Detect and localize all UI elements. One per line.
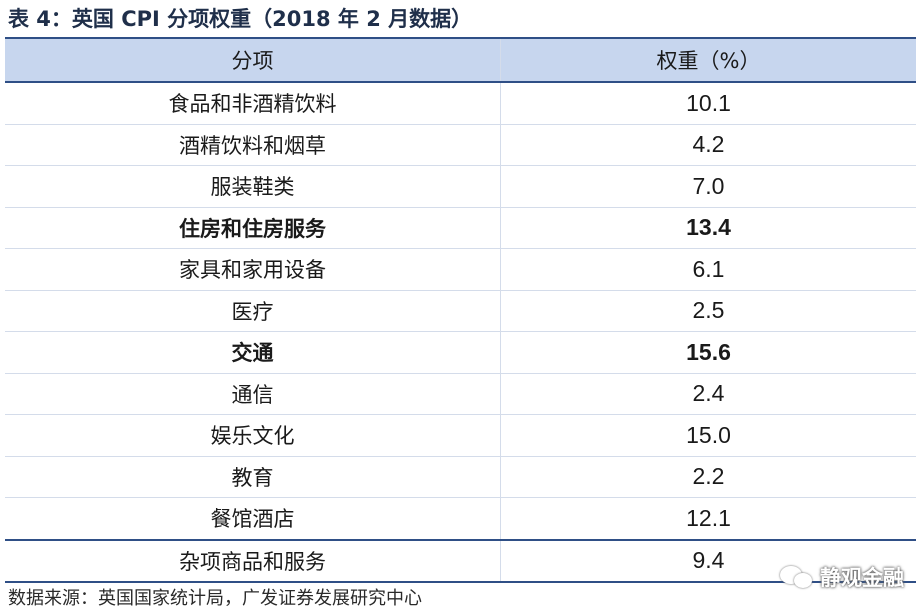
row-weight: 9.4	[500, 538, 916, 583]
wechat-icon	[780, 564, 814, 590]
table-row: 教育 2.2	[5, 456, 916, 498]
row-weight: 15.6	[500, 331, 916, 374]
cpi-weight-table: 分项 权重（%） 食品和非酒精饮料 10.1 酒精饮料和烟草 4.2 服装鞋类 …	[5, 37, 916, 583]
row-category: 医疗	[5, 290, 501, 332]
row-category: 杂项商品和服务	[5, 538, 501, 583]
row-weight: 10.1	[500, 82, 916, 125]
row-category: 家具和家用设备	[5, 248, 501, 291]
table-row: 酒精饮料和烟草 4.2	[5, 124, 916, 166]
row-category: 交通	[5, 331, 501, 374]
row-weight: 2.4	[500, 373, 916, 415]
table-title: 表 4：英国 CPI 分项权重（2018 年 2 月数据）	[8, 7, 473, 31]
table-row: 交通 15.6	[5, 331, 916, 374]
row-category: 酒精饮料和烟草	[5, 124, 501, 166]
row-category: 教育	[5, 456, 501, 498]
table-row: 通信 2.4	[5, 373, 916, 415]
table-body: 食品和非酒精饮料 10.1 酒精饮料和烟草 4.2 服装鞋类 7.0 住房和住房…	[5, 82, 916, 583]
table-row: 食品和非酒精饮料 10.1	[5, 82, 916, 125]
row-weight: 13.4	[500, 207, 916, 249]
table-row: 家具和家用设备 6.1	[5, 248, 916, 291]
table-row: 住房和住房服务 13.4	[5, 207, 916, 249]
row-category: 娱乐文化	[5, 414, 501, 457]
source-note: 数据来源：英国国家统计局，广发证券发展研究中心	[8, 588, 422, 609]
table-row: 服装鞋类 7.0	[5, 165, 916, 208]
row-category: 服装鞋类	[5, 165, 501, 208]
row-weight: 7.0	[500, 165, 916, 208]
row-category: 通信	[5, 373, 501, 415]
table-row: 娱乐文化 15.0	[5, 414, 916, 457]
row-category: 住房和住房服务	[5, 207, 501, 249]
table: 分项 权重（%） 食品和非酒精饮料 10.1 酒精饮料和烟草 4.2 服装鞋类 …	[5, 37, 916, 583]
row-weight: 2.2	[500, 456, 916, 498]
header-category: 分项	[5, 37, 501, 83]
row-weight: 12.1	[500, 497, 916, 540]
row-weight: 4.2	[500, 124, 916, 166]
watermark-text: 静观金融	[820, 566, 904, 590]
table-header: 分项 权重（%）	[5, 37, 916, 83]
table-row: 医疗 2.5	[5, 290, 916, 332]
row-weight: 6.1	[500, 248, 916, 291]
watermark: 静观金融	[780, 562, 904, 592]
row-weight: 15.0	[500, 414, 916, 457]
header-row: 分项 权重（%）	[5, 37, 916, 83]
header-weight: 权重（%）	[500, 37, 916, 83]
table-row: 餐馆酒店 12.1	[5, 497, 916, 540]
row-category: 餐馆酒店	[5, 497, 501, 540]
row-category: 食品和非酒精饮料	[5, 82, 501, 125]
table-row: 杂项商品和服务 9.4	[5, 538, 916, 583]
row-weight: 2.5	[500, 290, 916, 332]
